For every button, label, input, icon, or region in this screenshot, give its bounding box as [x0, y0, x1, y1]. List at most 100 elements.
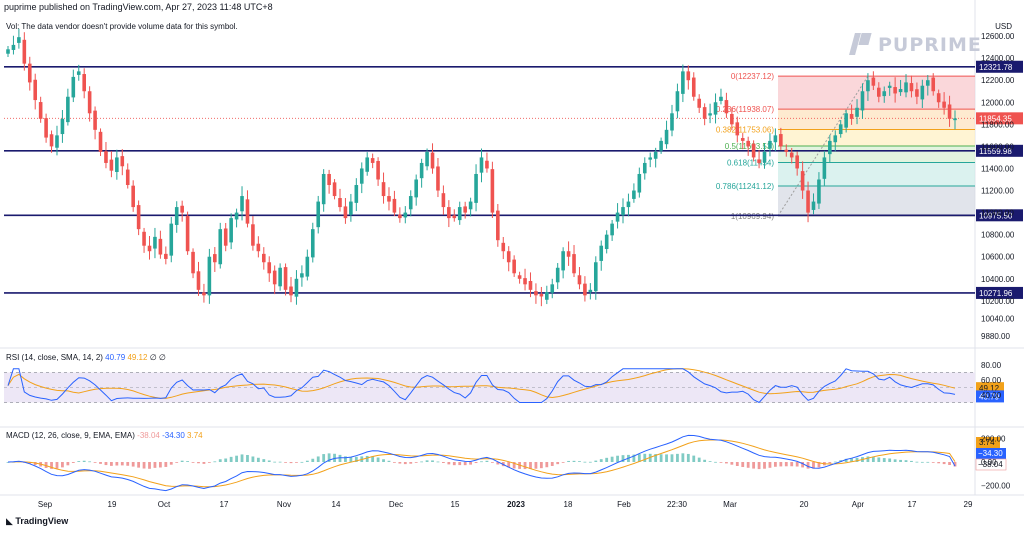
candle-body [338, 198, 342, 208]
macd-histogram-bar [77, 461, 81, 462]
macd-histogram-bar [621, 455, 625, 462]
level-price-tag-label: 10975.50 [979, 211, 1013, 220]
macd-value-tag-label: −34.30 [978, 449, 1003, 458]
time-tick-label: 2023 [507, 500, 525, 509]
candle-body [583, 283, 587, 296]
macd-histogram-bar [164, 462, 168, 467]
candle-body [817, 179, 821, 204]
macd-histogram-bar [365, 455, 369, 462]
candle-body [436, 166, 440, 191]
candle-body [300, 273, 304, 278]
rsi-sma-tag-label: 49.12 [979, 384, 1000, 393]
macd-histogram-bar [697, 457, 701, 462]
macd-histogram-bar [251, 456, 255, 462]
candle-body [174, 207, 179, 225]
macd-histogram-bar [937, 462, 941, 464]
macd-tick-label: 0.00 [981, 458, 997, 467]
candle-body [539, 294, 544, 297]
candle-body [615, 212, 620, 222]
macd-histogram-bar [556, 462, 560, 465]
macd-histogram-bar [447, 462, 451, 465]
macd-histogram-bar [953, 462, 957, 467]
candle-body [479, 157, 484, 173]
macd-histogram-bar [632, 454, 636, 462]
candle-body [109, 159, 114, 171]
macd-histogram-bar [948, 462, 951, 466]
fib-zone [778, 109, 975, 130]
candle-body [414, 179, 418, 198]
candle-body [305, 256, 310, 277]
macd-histogram-bar [496, 462, 500, 465]
macd-histogram-bar [942, 462, 946, 465]
time-tick-label: Oct [158, 500, 171, 509]
macd-histogram-bar [725, 462, 728, 464]
macd-histogram-bar [295, 462, 298, 463]
macd-histogram-bar [229, 456, 233, 462]
candle-body [452, 215, 457, 219]
macd-histogram-bar [828, 462, 832, 464]
fib-level-label: 0(12237.12) [731, 72, 774, 81]
price-tick-label: 12400.00 [981, 54, 1015, 63]
macd-histogram-bar [714, 461, 717, 463]
macd-histogram-bar [474, 462, 478, 464]
price-tick-label: 12600.00 [981, 32, 1015, 41]
macd-histogram-bar [719, 462, 723, 463]
candle-body [381, 182, 386, 197]
macd-histogram-bar [561, 462, 565, 463]
candle-body [588, 289, 593, 293]
rsi-tick-label: 40.00 [981, 391, 1002, 400]
macd-histogram-bar [910, 460, 913, 462]
macd-histogram-bar [338, 454, 342, 462]
fib-level-label: 0.618(11454) [727, 159, 774, 168]
candle-body [604, 234, 609, 250]
macd-histogram-bar [572, 460, 576, 462]
macd-histogram-bar [795, 462, 799, 467]
macd-histogram-bar [197, 462, 200, 464]
candle-body [104, 151, 108, 163]
macd-histogram-bar [153, 462, 157, 468]
candle-body [871, 77, 876, 86]
candle-body [158, 238, 163, 255]
macd-histogram-bar [393, 462, 396, 463]
current-price-tag-label: 11854.35 [979, 114, 1012, 123]
candle-body [82, 74, 86, 92]
macd-histogram-bar [202, 462, 206, 464]
price-tick-label: 10800.00 [981, 231, 1015, 240]
candle-body [27, 63, 32, 83]
macd-histogram-bar [289, 462, 293, 464]
fib-level-label: 0.236(11938.07) [716, 105, 774, 114]
candle-body [376, 160, 380, 180]
candle-body [931, 77, 936, 92]
time-tick-label: Nov [277, 500, 291, 509]
macd-histogram-bar [866, 456, 870, 462]
candle-body [98, 131, 103, 152]
rsi-legend-extra: ∅ ∅ [149, 353, 166, 362]
rsi-legend-sma: 49.12 [127, 353, 148, 362]
puprime-watermark: PUPRIME [878, 34, 982, 56]
macd-histogram-bar [316, 456, 320, 462]
candle-body [800, 171, 805, 191]
macd-signal-tag [976, 437, 1000, 448]
price-tick-label: 11600.00 [981, 142, 1014, 151]
candle-body [343, 206, 348, 219]
macd-histogram-bar [855, 457, 859, 462]
macd-histogram-bar [246, 454, 249, 462]
candle-body [131, 185, 135, 208]
time-tick-label: 22:30 [667, 500, 688, 509]
candle-body [751, 143, 756, 158]
candle-body [359, 168, 364, 184]
candle-body [561, 251, 565, 271]
price-tick-label: 10400.00 [981, 275, 1015, 284]
price-tick-label: 11800.00 [981, 120, 1014, 129]
candle-body [60, 118, 65, 135]
macd-histogram-bar [300, 461, 304, 463]
macd-histogram-bar [180, 460, 184, 462]
price-tick-label: 11400.00 [981, 164, 1014, 173]
candle-body [545, 292, 549, 300]
fib-level-label: 1(10969.94) [731, 212, 774, 221]
candle-body [697, 98, 702, 108]
time-tick-label: 17 [908, 500, 917, 509]
macd-histogram-bar [186, 461, 190, 462]
candle-body [866, 80, 870, 92]
